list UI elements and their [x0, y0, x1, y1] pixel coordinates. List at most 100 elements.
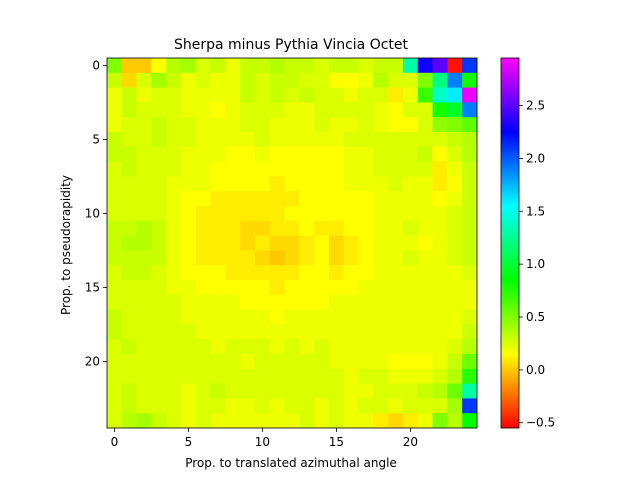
heatmap-cell — [166, 354, 182, 370]
heatmap-cell — [107, 354, 123, 370]
heatmap-cell — [269, 398, 285, 414]
heatmap-cell — [417, 146, 433, 162]
heatmap-cell — [343, 413, 359, 429]
x-axis: 0 5 10 15 20 — [111, 428, 418, 449]
heatmap-cell — [329, 354, 345, 370]
heatmap-cell — [151, 235, 167, 251]
heatmap-cell — [136, 265, 152, 281]
heatmap-cell — [329, 146, 345, 162]
heatmap-cell — [343, 220, 359, 236]
heatmap-cell — [432, 206, 448, 222]
heatmap-cell — [388, 368, 404, 384]
heatmap-cell — [299, 339, 315, 355]
heatmap-cell — [240, 117, 256, 133]
heatmap-cell — [373, 383, 389, 399]
colorbar-tick-label: 0.5 — [526, 310, 545, 324]
heatmap-cell — [151, 280, 167, 296]
x-tick-label: 15 — [329, 435, 344, 449]
heatmap-cell — [373, 102, 389, 118]
heatmap-cell — [107, 398, 123, 414]
heatmap-cell — [447, 176, 463, 192]
heatmap-cell — [284, 324, 300, 340]
heatmap-cell — [417, 206, 433, 222]
heatmap-cell — [195, 368, 211, 384]
heatmap-cell — [388, 146, 404, 162]
x-tick-label: 0 — [111, 435, 119, 449]
heatmap-cell — [255, 176, 271, 192]
heatmap-cell — [195, 176, 211, 192]
heatmap-cell — [432, 220, 448, 236]
heatmap-cell — [181, 294, 197, 310]
heatmap-cell — [255, 102, 271, 118]
heatmap-cell — [269, 132, 285, 148]
heatmap-cell — [107, 191, 123, 207]
heatmap-cell — [181, 146, 197, 162]
heatmap-cell — [210, 132, 226, 148]
heatmap-cell — [255, 339, 271, 355]
heatmap-cell — [255, 132, 271, 148]
heatmap-cell — [210, 87, 226, 103]
heatmap-cell — [462, 398, 478, 414]
heatmap-cell — [269, 309, 285, 325]
heatmap-cell — [462, 294, 478, 310]
heatmap-cell — [240, 132, 256, 148]
heatmap-cell — [417, 368, 433, 384]
heatmap-cell — [195, 235, 211, 251]
heatmap-cell — [358, 191, 374, 207]
heatmap-cell — [107, 368, 123, 384]
heatmap-cell — [166, 191, 182, 207]
heatmap-cell — [314, 250, 330, 266]
heatmap-cell — [343, 309, 359, 325]
heatmap-cell — [225, 339, 241, 355]
heatmap-cell — [255, 117, 271, 133]
heatmap-cell — [284, 191, 300, 207]
heatmap-cell — [151, 58, 167, 74]
heatmap-cell — [462, 220, 478, 236]
heatmap-cell — [432, 324, 448, 340]
heatmap-cell — [403, 250, 419, 266]
heatmap-cell — [240, 206, 256, 222]
colorbar: −0.5 0.0 0.5 1.0 1.5 2.0 2.5 — [500, 57, 555, 430]
heatmap-cell — [166, 206, 182, 222]
heatmap-cell — [388, 176, 404, 192]
heatmap-cell — [121, 102, 137, 118]
heatmap-cell — [284, 176, 300, 192]
heatmap-cell — [136, 368, 152, 384]
heatmap-cell — [166, 324, 182, 340]
heatmap-cell — [166, 146, 182, 162]
heatmap-cell — [136, 235, 152, 251]
heatmap-cell — [373, 87, 389, 103]
heatmap-cell — [284, 117, 300, 133]
heatmap-cell — [403, 413, 419, 429]
heatmap-cell — [299, 191, 315, 207]
heatmap-cell — [181, 72, 197, 88]
heatmap-cell — [432, 58, 448, 74]
heatmap-cell — [166, 72, 182, 88]
heatmap-cell — [329, 176, 345, 192]
heatmap-cell — [462, 117, 478, 133]
heatmap-cell — [166, 383, 182, 399]
heatmap-cell — [181, 398, 197, 414]
heatmap-cell — [343, 191, 359, 207]
x-tick-label: 5 — [185, 435, 193, 449]
heatmap-cell — [225, 132, 241, 148]
y-tick-label: 5 — [92, 132, 100, 146]
heatmap-cell — [447, 324, 463, 340]
heatmap-cell — [136, 191, 152, 207]
heatmap-cell — [432, 235, 448, 251]
heatmap-cell — [255, 383, 271, 399]
heatmap-cell — [255, 220, 271, 236]
heatmap-cell — [314, 220, 330, 236]
heatmap-cell — [284, 206, 300, 222]
heatmap-cell — [210, 339, 226, 355]
heatmap-cell — [373, 354, 389, 370]
heatmap-cell — [136, 294, 152, 310]
heatmap-cell — [432, 176, 448, 192]
heatmap-cell — [121, 294, 137, 310]
heatmap-cell — [358, 132, 374, 148]
heatmap-cell — [225, 294, 241, 310]
heatmap-cell — [314, 102, 330, 118]
heatmap-cell — [343, 324, 359, 340]
heatmap-cell — [121, 413, 137, 429]
heatmap-cell — [255, 280, 271, 296]
